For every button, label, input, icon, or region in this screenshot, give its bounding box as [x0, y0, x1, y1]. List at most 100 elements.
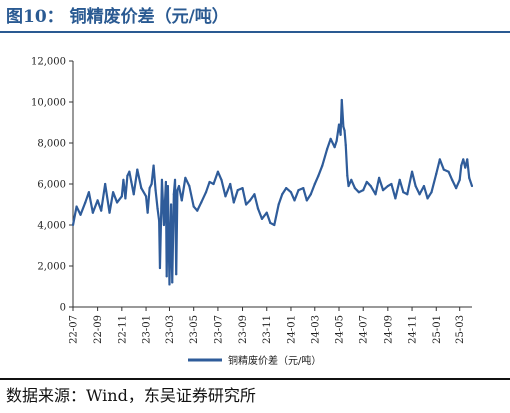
data-point: [335, 139, 338, 143]
data-point: [112, 191, 115, 194]
data-point: [414, 184, 417, 188]
series-line: [71, 98, 474, 286]
data-point: [435, 172, 438, 175]
data-point: [108, 211, 111, 214]
data-point: [339, 133, 342, 136]
data-point: [124, 197, 127, 200]
data-point: [451, 178, 454, 181]
data-point: [136, 168, 139, 171]
x-tick-label: 22-07: [69, 315, 80, 344]
x-tick-label: 24-07: [359, 315, 370, 344]
data-point: [293, 199, 296, 202]
data-point: [100, 209, 103, 212]
data-point: [347, 184, 350, 188]
data-point: [232, 201, 235, 204]
x-tick-label: 25-03: [455, 315, 466, 344]
data-point: [204, 191, 208, 194]
figure-title: 图10： 铜精废价差（元/吨）: [6, 7, 229, 27]
y-tick-label: 0: [60, 303, 66, 314]
y-tick-label: 8,000: [37, 139, 66, 150]
data-point: [460, 164, 463, 167]
x-tick-label: 24-11: [408, 315, 419, 344]
data-point: [353, 187, 356, 190]
data-point: [173, 178, 177, 181]
data-point: [381, 189, 385, 192]
data-point: [150, 182, 153, 186]
data-point: [160, 178, 164, 181]
data-point: [248, 199, 252, 202]
data-point: [79, 213, 82, 216]
data-point: [216, 170, 220, 173]
x-tick-label: 23-11: [262, 315, 273, 344]
data-point: [236, 189, 239, 192]
data-point: [362, 189, 365, 192]
data-point: [140, 187, 143, 190]
data-point: [289, 191, 293, 194]
data-point: [104, 182, 107, 186]
data-point: [337, 123, 341, 126]
data-point: [468, 176, 471, 179]
data-point: [165, 275, 168, 278]
data-point: [410, 170, 414, 173]
data-point: [96, 199, 99, 202]
x-tick-label: 22-09: [93, 315, 104, 344]
data-point: [302, 187, 305, 190]
data-point: [455, 187, 458, 190]
data-point: [148, 187, 151, 190]
x-tick-label: 23-01: [142, 315, 153, 344]
data-point: [154, 189, 157, 192]
x-tick-label: 22-11: [117, 315, 128, 344]
data-point: [386, 184, 389, 188]
data-point: [158, 219, 161, 222]
data-point: [200, 201, 203, 204]
data-point: [156, 207, 159, 210]
data-point: [126, 174, 129, 177]
data-point: [340, 98, 343, 102]
data-point: [426, 197, 429, 200]
data-point: [346, 174, 349, 177]
x-tick-label: 23-03: [165, 315, 176, 344]
x-tick-label: 24-05: [335, 315, 346, 344]
data-point: [128, 170, 131, 173]
data-point: [208, 180, 211, 184]
data-point: [265, 211, 268, 214]
y-tick-label: 10,000: [31, 98, 66, 109]
data-point: [91, 211, 94, 214]
data-point: [406, 193, 409, 196]
data-point: [146, 211, 149, 214]
x-tick-label: 23-07: [213, 315, 224, 344]
data-point: [297, 189, 300, 192]
data-point: [120, 195, 123, 198]
data-point: [132, 193, 135, 196]
y-tick-label: 4,000: [37, 221, 66, 232]
data-point: [394, 197, 397, 200]
legend: 铜精废价差（元/吨）: [188, 354, 321, 367]
data-point: [224, 195, 227, 198]
data-point: [442, 168, 445, 171]
data-point: [180, 199, 183, 202]
data-point: [162, 223, 166, 227]
data-point: [87, 191, 90, 194]
x-tick-label: 24-09: [383, 315, 394, 344]
data-point: [122, 178, 125, 181]
data-point: [144, 195, 148, 198]
data-point: [158, 266, 162, 270]
data-point: [357, 191, 360, 194]
data-point: [245, 203, 248, 206]
x-tick-label: 23-05: [189, 315, 200, 344]
data-point: [321, 164, 324, 167]
data-point: [342, 125, 345, 128]
y-axis: 0 2,000 4,000 6,000 8,000 10,000 12,000: [31, 57, 74, 314]
data-point: [196, 209, 199, 212]
data-point: [418, 193, 421, 196]
title-rule: [0, 31, 510, 33]
legend-label: 铜精废价差（元/吨）: [228, 354, 321, 367]
data-point: [333, 146, 336, 149]
data-point: [430, 191, 433, 194]
data-point: [313, 182, 316, 186]
data-point: [466, 158, 469, 161]
data-point: [390, 182, 393, 186]
data-point: [369, 184, 372, 188]
data-point: [253, 193, 256, 196]
data-point: [171, 281, 174, 284]
